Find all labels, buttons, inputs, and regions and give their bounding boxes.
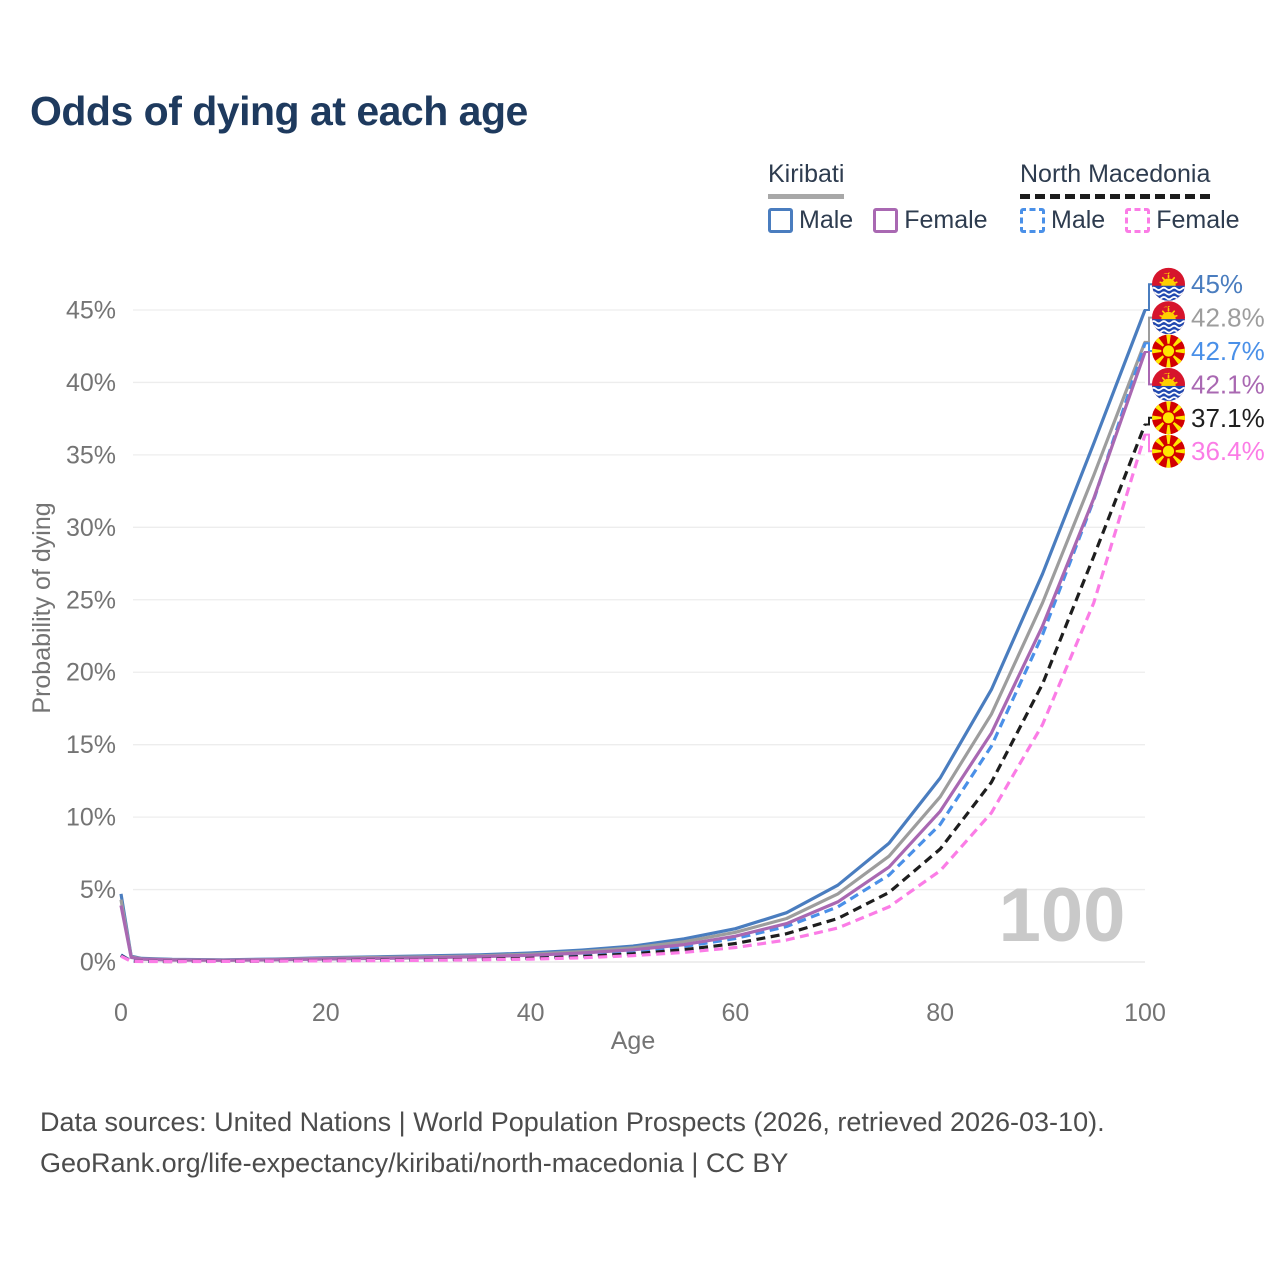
flag-macedonia-icon <box>1150 399 1187 436</box>
data-sources-line: Data sources: United Nations | World Pop… <box>40 1107 1105 1137</box>
end-label-connector <box>1144 316 1154 343</box>
legend-item-label: Female <box>1156 206 1240 234</box>
x-tick-label: 100 <box>1124 999 1166 1027</box>
x-tick-label: 20 <box>312 999 340 1027</box>
y-tick-label: 45% <box>66 297 116 325</box>
flag-macedonia-icon <box>1150 433 1187 470</box>
end-label-value: 36.4% <box>1191 436 1265 466</box>
flag-kiribati-icon <box>1151 368 1187 401</box>
y-tick-label: 25% <box>66 586 116 614</box>
legend-country-kiribati: Kiribati <box>768 160 845 199</box>
series-line-north-macedonia-female[interactable] <box>120 434 1147 964</box>
series-line-kiribati-male[interactable] <box>119 309 1147 962</box>
macedonia-female-swatch-icon <box>1125 208 1151 233</box>
y-tick-label: 10% <box>66 804 116 832</box>
series-line-north-macedonia-male[interactable] <box>120 342 1147 964</box>
legend-item-label: Female <box>904 206 988 234</box>
footer-attribution: Data sources: United Nations | World Pop… <box>40 1102 1105 1184</box>
flag-macedonia-icon <box>1150 333 1187 370</box>
kiribati-male-swatch-icon <box>768 208 793 233</box>
end-label-connector <box>1144 433 1154 453</box>
end-label-connector <box>1144 351 1154 386</box>
x-tick-label: 80 <box>926 999 954 1027</box>
age-watermark: 100 <box>999 873 1126 958</box>
y-axis-title: Probability of dying <box>28 502 56 713</box>
legend-group-north-macedonia: North Macedonia Male Female <box>1020 160 1240 235</box>
y-tick-label: 35% <box>66 441 116 469</box>
series-line-kiribati-both[interactable] <box>119 341 1147 962</box>
legend-item-macedonia-male[interactable]: Male <box>1020 206 1105 235</box>
end-label-value: 42.1% <box>1191 369 1265 399</box>
end-label-value: 42.7% <box>1191 336 1265 366</box>
legend-item-kiribati-male[interactable]: Male <box>768 206 853 235</box>
flag-kiribati-icon <box>1151 301 1187 334</box>
legend-item-macedonia-female[interactable]: Female <box>1125 206 1240 235</box>
macedonia-male-swatch-icon <box>1020 208 1045 233</box>
end-label-value: 45% <box>1191 269 1243 299</box>
x-tick-label: 40 <box>517 999 545 1027</box>
end-label-connector <box>1144 416 1154 426</box>
legend-item-label: Male <box>799 206 854 234</box>
source-url-line: GeoRank.org/life-expectancy/kiribati/nor… <box>40 1148 789 1178</box>
end-label-value: 42.8% <box>1191 303 1265 333</box>
end-label-value: 37.1% <box>1191 403 1265 433</box>
end-label-connector <box>1144 342 1154 352</box>
y-tick-label: 30% <box>66 514 116 542</box>
page-title: Odds of dying at each age <box>30 88 528 134</box>
series-line-north-macedonia-both[interactable] <box>120 423 1147 964</box>
legend-country-north-macedonia: North Macedonia <box>1020 160 1211 199</box>
legend-item-kiribati-female[interactable]: Female <box>873 206 988 235</box>
x-tick-label: 60 <box>721 999 749 1027</box>
y-tick-label: 5% <box>80 876 116 904</box>
x-tick-label: 0 <box>114 999 128 1027</box>
legend-group-kiribati: Kiribati Male Female <box>768 160 988 235</box>
y-tick-label: 40% <box>66 369 116 397</box>
series-line-kiribati-female[interactable] <box>119 351 1147 962</box>
end-label-connector <box>1144 283 1154 311</box>
y-tick-label: 0% <box>80 949 116 977</box>
kiribati-female-swatch-icon <box>873 208 899 233</box>
y-tick-label: 15% <box>66 731 116 759</box>
x-axis-title: Age <box>611 1027 655 1055</box>
flag-kiribati-icon <box>1151 268 1187 301</box>
y-tick-label: 20% <box>66 659 116 687</box>
legend-item-label: Male <box>1051 206 1106 234</box>
